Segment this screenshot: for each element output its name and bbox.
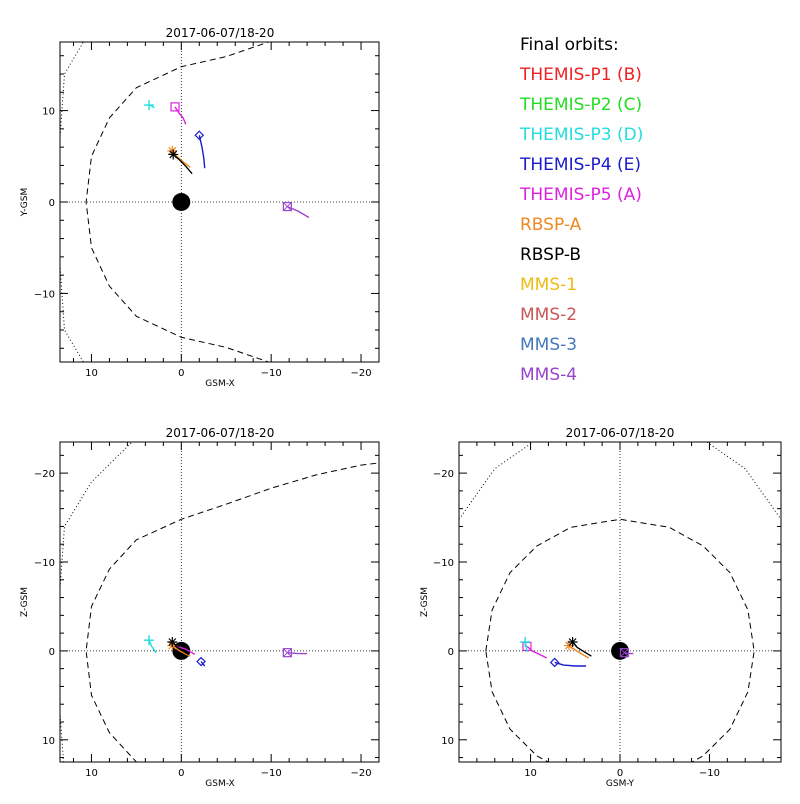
- earth-marker: [172, 193, 191, 211]
- plot-clip-group: [459, 442, 781, 762]
- legend-entry: MMS-2: [520, 305, 577, 325]
- y-tick-label: 10: [42, 736, 55, 747]
- x-axis-label: GSM-Y: [606, 779, 635, 789]
- plot-clip-group: [60, 42, 379, 362]
- x-axis-label: GSM-X: [205, 779, 234, 789]
- y-tick-label: −10: [433, 558, 454, 569]
- position-marker: [194, 130, 205, 141]
- position-marker: [282, 648, 292, 658]
- y-tick-label: 0: [49, 647, 55, 658]
- legend-entry: RBSP-A: [520, 215, 582, 235]
- legend-entry: MMS-1: [520, 275, 577, 295]
- x-tick-label: −10: [261, 368, 282, 379]
- plot-area: 10 0 −10 −20 −10 0 10: [34, 42, 380, 379]
- orbit-track: [568, 645, 590, 659]
- position-marker: [143, 100, 154, 111]
- position-marker: [549, 657, 560, 668]
- x-tick-label: −20: [350, 368, 371, 379]
- x-tick-label: 0: [617, 768, 623, 779]
- position-marker: [167, 637, 178, 647]
- position-marker: [143, 635, 154, 646]
- position-marker-x: [282, 202, 292, 211]
- position-marker: [520, 637, 531, 647]
- panel-title: 2017-06-07/18-20: [566, 426, 675, 440]
- position-marker: [564, 640, 575, 651]
- magnetopause-curve: [85, 42, 271, 362]
- orbit-track: [148, 639, 157, 654]
- plot-area: 10 0 −10 −20 −20 −10 0 10: [34, 442, 380, 779]
- orbit-track: [287, 652, 308, 655]
- panel-yz: 2017-06-07/18-20 10 0 −10 −20 −10 0 10 GSM-Y Z…: [420, 426, 782, 789]
- axis-ticks: 10 0 −10 −20 −10 0 10: [433, 442, 782, 779]
- orbit-track: [174, 106, 187, 125]
- legend-entry: MMS-4: [520, 365, 577, 385]
- x-tick-label: 10: [85, 368, 98, 379]
- y-axis-label: Y-GSM: [20, 188, 30, 217]
- x-tick-label: 0: [178, 768, 184, 779]
- panel-title: 2017-06-07/18-20: [166, 426, 275, 440]
- plot-area: 10 0 −10 −20 −10 0 10: [433, 442, 782, 779]
- legend-entry: THEMIS-P1 (B): [519, 65, 642, 85]
- legend-entry: MMS-3: [520, 335, 577, 355]
- position-marker: [167, 145, 178, 156]
- y-axis-label: Z-GSM: [20, 587, 30, 617]
- legend-entry: THEMIS-P4 (E): [519, 155, 641, 175]
- position-marker-x: [620, 648, 629, 658]
- x-tick-label: −10: [699, 768, 720, 779]
- y-tick-label: −20: [433, 469, 454, 480]
- position-marker: [619, 648, 630, 658]
- y-tick-label: −10: [34, 558, 55, 569]
- position-marker: [168, 149, 179, 160]
- x-tick-label: 10: [524, 768, 537, 779]
- axis-ticks: 10 0 −10 −20 −20 −10 0 10: [34, 442, 380, 779]
- y-tick-label: 10: [42, 107, 55, 118]
- legend-entries: THEMIS-P1 (B) THEMIS-P2 (C) THEMIS-P3 (D) T…: [519, 65, 643, 385]
- x-tick-label: −20: [350, 768, 371, 779]
- position-marker-x: [282, 648, 292, 658]
- legend-title: Final orbits:: [520, 35, 619, 55]
- legend-entry: THEMIS-P2 (C): [519, 95, 642, 115]
- x-tick-label: 10: [85, 768, 98, 779]
- orbit-track: [554, 661, 586, 667]
- x-tick-label: −10: [261, 768, 282, 779]
- legend-entry: RBSP-B: [520, 245, 581, 265]
- x-tick-label: 0: [178, 368, 184, 379]
- plot-clip-group: [60, 442, 379, 762]
- legend: Final orbits: THEMIS-P1 (B) THEMIS-P2 (C)…: [519, 35, 643, 385]
- y-tick-label: 0: [448, 647, 454, 658]
- y-tick-label: 0: [49, 198, 55, 209]
- panel-xz: 2017-06-07/18-20 10 0 −10 −20 −20 −10 0 10 GSM-…: [20, 426, 380, 789]
- plot-frame: [458, 441, 782, 763]
- x-axis-label: GSM-X: [205, 379, 234, 389]
- y-tick-label: −10: [34, 289, 55, 300]
- y-tick-label: 10: [441, 736, 454, 747]
- magnetopause-curve: [85, 462, 379, 762]
- legend-entry: THEMIS-P3 (D): [519, 125, 643, 145]
- position-marker: [567, 637, 578, 647]
- y-axis-label: Z-GSM: [420, 587, 430, 617]
- bow-shock-curve: [60, 442, 133, 762]
- panel-title: 2017-06-07/18-20: [166, 26, 275, 40]
- magnetopause-curve: [485, 518, 755, 762]
- y-tick-label: −20: [34, 469, 55, 480]
- panel-xy: 2017-06-07/18-20 10 0 −10 −20 −10 0 10 GSM-X Y…: [20, 26, 380, 389]
- orbit-track: [526, 645, 548, 659]
- axis-ticks: 10 0 −10 −20 −10 0 10: [34, 42, 380, 379]
- bow-shock-curve: [60, 42, 84, 362]
- orbit-track: [198, 135, 206, 169]
- position-marker: [282, 201, 292, 212]
- orbit-track: [287, 205, 310, 219]
- plot-frame: [59, 441, 380, 763]
- plot-frame: [59, 41, 380, 363]
- position-marker: [196, 656, 206, 667]
- position-marker: [170, 102, 180, 112]
- legend-entry: THEMIS-P5 (A): [519, 185, 642, 205]
